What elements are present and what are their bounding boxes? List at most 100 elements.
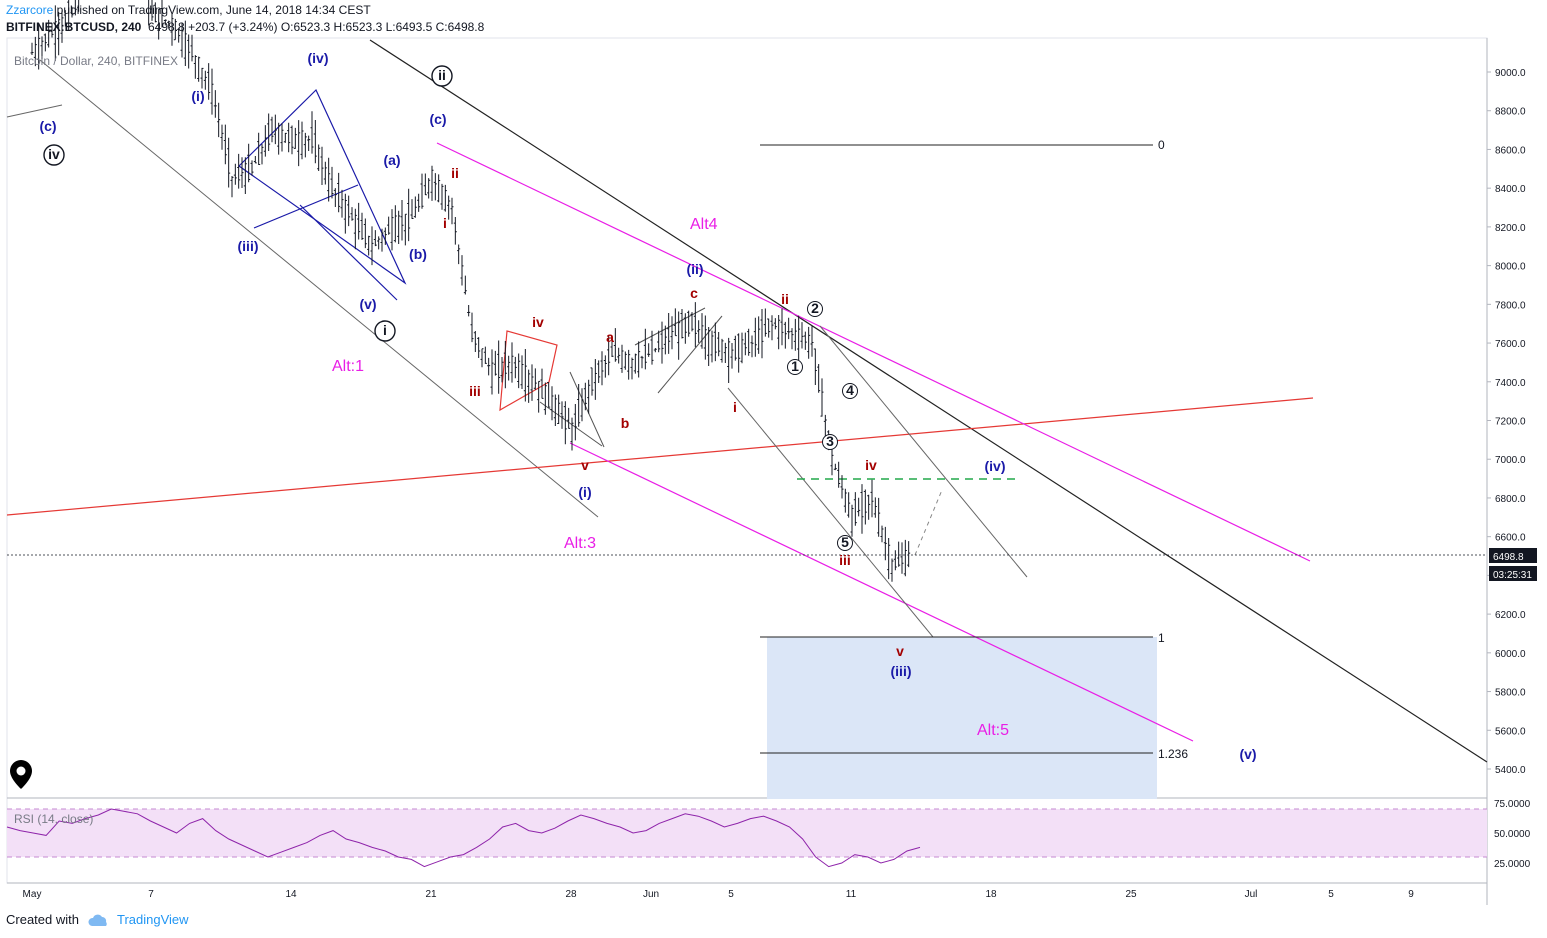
ohlc-bar — [383, 227, 387, 245]
time-tick-label: Jun — [643, 889, 659, 900]
price-tick-label: 9000.0 — [1495, 68, 1526, 79]
ohlc-bar — [877, 497, 881, 537]
ohlc-bar — [490, 349, 494, 395]
channel-line-right-upper — [819, 325, 1028, 578]
tradingview-link[interactable]: TradingView — [116, 912, 189, 927]
time-tick-label: 7 — [148, 889, 154, 900]
ohlc-bar — [443, 184, 447, 212]
ohlc-bar — [867, 494, 871, 520]
price-tick-label: 8800.0 — [1495, 107, 1526, 118]
wave-circle — [842, 383, 858, 399]
ohlc-bar — [323, 161, 327, 185]
wave-label: 5 — [841, 534, 849, 550]
wave-label: ii — [438, 67, 446, 83]
wave-label: iv — [865, 457, 877, 473]
ohlc-bar — [700, 313, 704, 349]
red-trend-line — [6, 397, 1314, 516]
ohlc-bar — [187, 34, 191, 69]
ohlc-bar — [210, 68, 214, 115]
wave-label: 1 — [791, 358, 799, 374]
ohlc-bar — [533, 368, 537, 390]
ohlc-bar — [450, 197, 454, 225]
wave-label: ii — [451, 165, 459, 181]
ohlc-bar — [657, 330, 661, 353]
ohlc-bar — [477, 337, 481, 358]
ohlc-bar — [180, 22, 184, 58]
alt-4-label: Alt4 — [690, 216, 718, 233]
time-tick-label: 28 — [565, 889, 577, 900]
ohlc-bar — [670, 316, 674, 350]
wave-circle — [837, 535, 853, 551]
ohlc-bar — [543, 382, 547, 415]
symbol-name: BITFINEX:BTCUSD, 240 — [6, 20, 142, 34]
ohlc-bar — [513, 356, 517, 379]
ohlc-bar — [823, 414, 827, 438]
ohlc-bar — [183, 20, 187, 67]
ohlc-bar — [603, 355, 607, 378]
ohlc-bar — [623, 351, 627, 370]
wave-label: (iv) — [308, 50, 329, 66]
ohlc-bar — [787, 317, 791, 340]
magenta-lower-line — [569, 442, 1194, 742]
ohlc-bar — [727, 337, 731, 383]
ohlc-bar — [730, 343, 734, 369]
ohlc-bar — [840, 475, 844, 499]
ohlc-bar — [403, 213, 407, 246]
ohlc-bar — [773, 318, 777, 330]
ohlc-bar — [370, 226, 374, 266]
short-line-c — [6, 104, 63, 118]
ohlc-bar — [487, 357, 491, 376]
wave-label: (v) — [359, 296, 376, 312]
small-wedge-lower — [539, 401, 603, 447]
ohlc-bar — [693, 302, 697, 348]
ohlc-bar — [747, 328, 751, 356]
ohlc-bar — [600, 351, 604, 386]
ohlc-bar — [317, 144, 321, 172]
ohlc-bar — [767, 318, 771, 338]
ohlc-bar — [810, 326, 814, 357]
ohlc-bar — [567, 407, 571, 429]
time-tick-label: 9 — [1408, 889, 1414, 900]
ohlc-bar — [520, 355, 524, 389]
ohlc-bar — [687, 310, 691, 337]
ohlc-bar — [333, 188, 337, 207]
time-axis: May 7 14 21 28 Jun 5 11 18 25 Jul 5 9 — [23, 889, 1415, 900]
ohlc-bar — [57, 12, 61, 56]
red-triangle — [499, 330, 558, 412]
ohlc-bar — [903, 539, 907, 577]
ohlc-bar — [373, 230, 377, 247]
author-link[interactable]: Zzarcore — [6, 3, 54, 17]
ohlc-bar — [393, 205, 397, 243]
countdown-bg — [1489, 566, 1537, 581]
ohlc-bar — [717, 332, 721, 357]
ohlc-bar — [673, 308, 677, 337]
price-tick-label: 5800.0 — [1495, 688, 1526, 699]
ohlc-bar — [263, 125, 267, 157]
ohlc-bar — [273, 114, 277, 145]
ohlc-bar — [440, 183, 444, 210]
major-downtrend-line — [369, 39, 1488, 763]
fib-label-1: 1 — [1158, 631, 1165, 645]
wave-circle — [787, 359, 803, 375]
ohlc-bar — [420, 173, 424, 209]
ohlc-bar — [753, 317, 757, 357]
trend-lines — [6, 39, 1488, 763]
small-wedge-upper — [569, 371, 605, 448]
ohlc-bar — [167, 20, 171, 29]
ohlc-bar — [627, 349, 631, 380]
location-pin-icon[interactable] — [10, 760, 32, 789]
time-tick-label: 5 — [1328, 889, 1334, 900]
price-tick-label: 6200.0 — [1495, 610, 1526, 621]
time-tick-label: 14 — [285, 889, 297, 900]
ohlc-bar — [367, 235, 371, 256]
wave-label: v — [581, 457, 589, 473]
wave-circle — [374, 320, 396, 342]
wave-label: (iii) — [238, 238, 259, 254]
wave-label: iv — [48, 146, 60, 162]
ohlc-bar — [643, 328, 647, 370]
ohlc-bar — [733, 335, 737, 361]
ohlc-bar — [780, 308, 784, 346]
ohlc-bar — [157, 8, 161, 40]
ohlc-bar — [277, 122, 281, 155]
